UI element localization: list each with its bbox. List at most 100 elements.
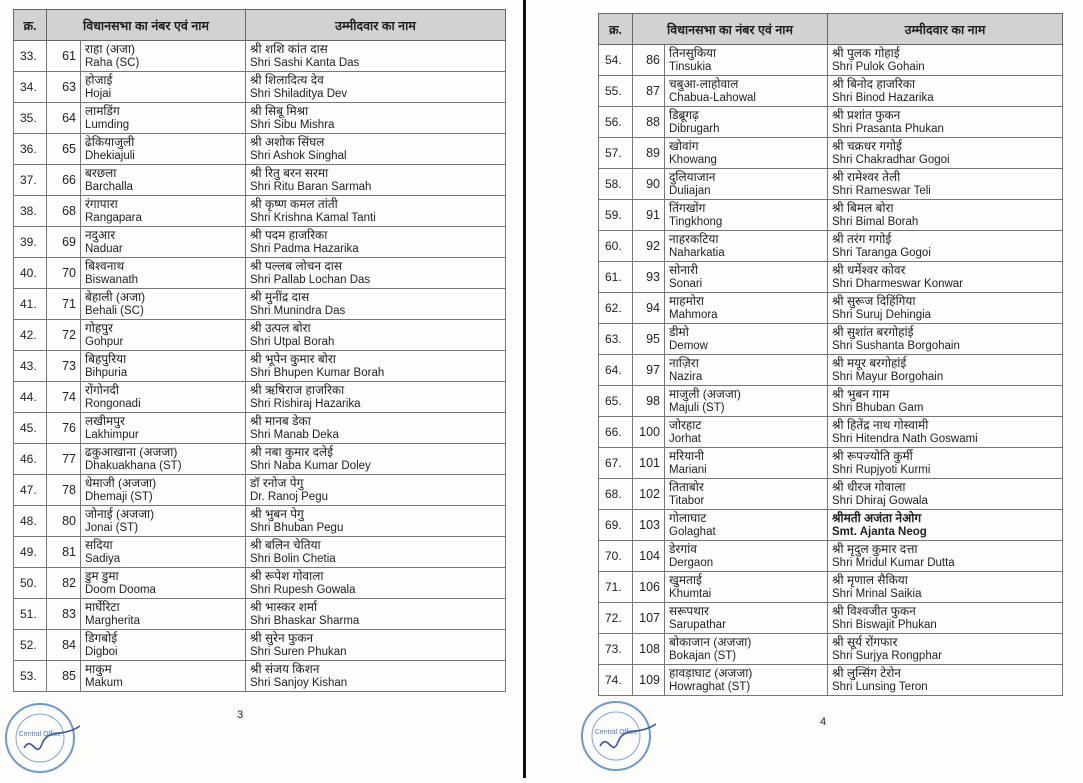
constituency-name-hindi: डुम डुमा: [85, 569, 119, 583]
constituency-name: तिंगखोंग Tingkhong: [664, 199, 828, 231]
constituency-name: दुलियाजान Duliajan: [664, 168, 828, 200]
candidate-name-english: Shri Bhuban Pegu: [250, 522, 344, 534]
constituency-name-hindi: होजाई: [85, 73, 113, 87]
table-row: 73. 108 बोकाजान (अजजा) Bokajan (ST) श्री सूर…: [598, 633, 1063, 665]
candidate-name: श्री नबा कुमार दलेई Shri Naba Kumar Doley: [245, 443, 506, 475]
constituency-number: 95: [632, 323, 665, 355]
table-header: क्र. विधानसभा का नंबर एवं नाम उम्मीदवार …: [13, 9, 506, 41]
constituency-name: मार्घेरिटा Margherita: [80, 598, 246, 630]
constituency-name-english: Khumtai: [669, 588, 712, 600]
constituency-name: हावड़ाघाट (अजजा) Howraghat (ST): [664, 664, 828, 696]
serial-number: 40.: [13, 257, 47, 289]
constituency-number: 93: [632, 261, 665, 293]
candidate-name-english: Shri Manab Deka: [250, 429, 339, 441]
constituency-number: 97: [632, 354, 665, 386]
candidate-name-english: Shri Ritu Baran Sarmah: [250, 181, 372, 193]
candidate-name-english: Shri Sibu Mishra: [250, 119, 335, 131]
serial-number: 37.: [13, 164, 47, 196]
candidate-name: श्री मयूर बरगोहांई Shri Mayur Borgohain: [827, 354, 1063, 386]
constituency-name: ढेकियाजुली Dhekiajuli: [80, 133, 246, 165]
constituency-name: सदिया Sadiya: [80, 536, 246, 568]
constituency-number: 66: [46, 164, 81, 196]
serial-number: 52.: [13, 629, 47, 661]
constituency-name: रंगापारा Rangapara: [80, 195, 246, 227]
constituency-name-hindi: तिताबोर: [669, 480, 704, 494]
candidate-name-english: Shri Chakradhar Gogoi: [832, 154, 950, 166]
candidate-name-hindi: श्री भुबन पेगु: [250, 507, 304, 521]
constituency-name-hindi: सोनारी: [669, 263, 699, 277]
constituency-name-hindi: माहमोरा: [669, 294, 704, 308]
constituency-name-hindi: सदिया: [85, 538, 113, 552]
table-row: 50. 82 डुम डुमा Doom Dooma श्री रूपेश गोवाला…: [13, 567, 506, 599]
constituency-name: नाहरकटिया Naharkatia: [664, 230, 828, 262]
table-row: 39. 69 नदुआर Naduar श्री पदम हाजरिका Shri Pad…: [13, 226, 506, 258]
serial-number: 68.: [598, 478, 633, 510]
constituency-number: 68: [46, 195, 81, 227]
constituency-name-english: Sarupathar: [669, 619, 726, 631]
candidate-name: श्री ऋषिराज हाजरिका Shri Rishiraj Hazarik…: [245, 381, 506, 413]
table-row: 47. 78 धेमाजी (अजजा) Dhemaji (ST) डॉ रनोज पे…: [13, 474, 506, 506]
candidate-name-english: Shri Shiladitya Dev: [250, 88, 348, 100]
candidate-name-english: Shri Rupesh Gowala: [250, 584, 356, 596]
constituency-name-english: Lakhimpur: [85, 429, 139, 441]
table-row: 42. 72 गोहपुर Gohpur श्री उत्पल बोरा Shri Utp…: [13, 319, 506, 351]
candidate-name-hindi: श्री मयूर बरगोहांई: [832, 356, 907, 370]
constituency-number: 107: [632, 602, 665, 634]
candidate-name-hindi: श्री संजय किशन: [250, 662, 320, 676]
table-row: 66. 100 जोरहाट Jorhat श्री हितेंद्र नाथ गोस्…: [598, 416, 1063, 448]
constituency-name-hindi: गोहपुर: [85, 321, 113, 335]
candidate-name-english: Shri Sashi Kanta Das: [250, 57, 360, 69]
serial-number: 67.: [598, 447, 633, 479]
candidate-name: श्री पुलक गोहाई Shri Pulok Gohain: [827, 44, 1063, 76]
candidate-name-hindi: श्री धीरज गोवाला: [832, 480, 906, 494]
table-row: 67. 101 मरियानी Mariani श्री रूपज्योति कुर्म…: [598, 447, 1063, 479]
constituency-name-english: Tingkhong: [669, 216, 723, 228]
constituency-name-hindi: बेहाली (अजा): [85, 290, 146, 304]
candidate-name: श्री अशोक सिंघल Shri Ashok Singhal: [245, 133, 506, 165]
constituency-name-english: Mariani: [669, 464, 707, 476]
candidate-name-hindi: श्री चक्रधर गगोई: [832, 139, 902, 153]
candidate-name-english: Shri Bhupen Kumar Borah: [250, 367, 385, 379]
constituency-name-english: Nazira: [669, 371, 703, 383]
serial-number: 46.: [13, 443, 47, 475]
table-row: 55. 87 चबुआ-लाहोवाल Chabua-Lahowal श्री बिनो…: [598, 75, 1063, 107]
header-candidate: उम्मीदवार का नाम: [827, 13, 1063, 45]
constituency-name-english: Khowang: [669, 154, 717, 166]
candidate-name: श्रीमती अजंता नेओग Smt. Ajanta Neog: [827, 509, 1063, 541]
candidate-name-english: Shri Surjya Rongphar: [832, 650, 942, 662]
constituency-number: 86: [632, 44, 665, 76]
serial-number: 34.: [13, 71, 47, 103]
table-row: 37. 66 बरछला Barchalla श्री रितु बरन सरमा Shr…: [13, 164, 506, 196]
serial-number: 56.: [598, 106, 633, 138]
candidate-name: श्री शशि कांत दास Shri Sashi Kanta Das: [245, 40, 506, 72]
constituency-name-english: Jorhat: [669, 433, 701, 445]
candidate-name: श्री भुबन पेगु Shri Bhuban Pegu: [245, 505, 506, 537]
candidate-name-hindi: श्री रूपज्योति कुर्मी: [832, 449, 913, 463]
candidate-name-hindi: श्री रामेश्वर तेली: [832, 170, 901, 184]
constituency-name: माकुम Makum: [80, 660, 246, 692]
constituency-number: 63: [46, 71, 81, 103]
serial-number: 65.: [598, 385, 633, 417]
serial-number: 59.: [598, 199, 633, 231]
constituency-name-hindi: ढकुआखाना (अजजा): [85, 445, 178, 459]
constituency-name-hindi: रोंगोनदी: [85, 383, 120, 397]
document-page-3: क्र. विधानसभा का नंबर एवं नाम उम्मीदवार …: [0, 0, 523, 778]
candidate-name-hindi: डॉ रनोज पेगु: [250, 476, 304, 490]
table-row: 51. 83 मार्घेरिटा Margherita श्री भास्कर शर्…: [13, 598, 506, 630]
candidate-name-hindi: श्री मृणाल सैकिया: [832, 573, 908, 587]
candidate-name-hindi: श्री लुन्सिंग टेरोन: [832, 666, 901, 680]
constituency-name-english: Behali (SC): [85, 305, 144, 317]
candidate-name: श्री संजय किशन Shri Sanjoy Kishan: [245, 660, 506, 692]
constituency-number: 82: [46, 567, 81, 599]
candidate-name: श्री उत्पल बोरा Shri Utpal Borah: [245, 319, 506, 351]
serial-number: 36.: [13, 133, 47, 165]
constituency-number: 109: [632, 664, 665, 696]
candidate-name: श्री धीरज गोवाला Shri Dhiraj Gowala: [827, 478, 1063, 510]
serial-number: 44.: [13, 381, 47, 413]
table-row: 59. 91 तिंगखोंग Tingkhong श्री बिमल बोरा Shri…: [598, 199, 1063, 231]
candidate-name: श्री तरंग गगोई Shri Taranga Gogoi: [827, 230, 1063, 262]
serial-number: 45.: [13, 412, 47, 444]
candidate-name-english: Shri Bhaskar Sharma: [250, 615, 360, 627]
candidate-name-hindi: श्री मृदुल कुमार दत्ता: [832, 542, 918, 556]
constituency-name-hindi: माजुली (अजजा): [669, 387, 741, 401]
